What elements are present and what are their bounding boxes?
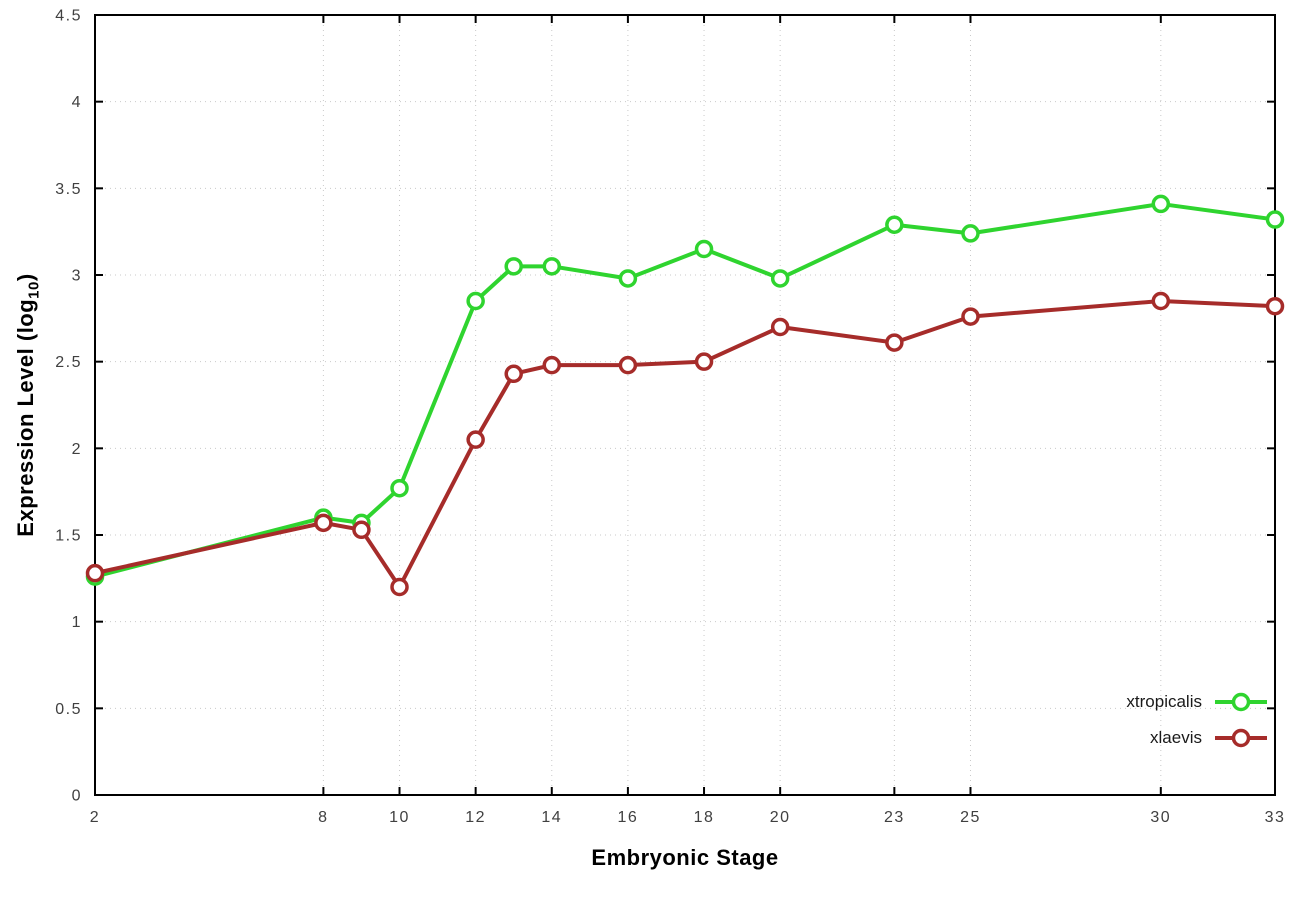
y-axis-label-subscript: 10 xyxy=(25,281,43,299)
y-tick-label: 0.5 xyxy=(55,701,82,718)
data-point-xlaevis xyxy=(390,577,409,597)
x-tick-label: 16 xyxy=(618,809,639,826)
data-point-xlaevis xyxy=(504,364,523,384)
x-axis-label: Embryonic Stage xyxy=(591,845,779,870)
data-point-xlaevis xyxy=(85,563,105,583)
data-point-xlaevis xyxy=(314,513,333,533)
data-point-xlaevis xyxy=(770,317,790,337)
legend-sample-line-icon xyxy=(1215,692,1267,712)
series-line-xlaevis xyxy=(93,299,1277,589)
data-point-xtropicalis xyxy=(618,269,638,288)
data-point-xlaevis xyxy=(466,430,485,449)
y-tick-label: 2 xyxy=(72,441,82,458)
data-point-xlaevis xyxy=(885,333,904,352)
plot-border xyxy=(94,14,1276,796)
data-point-xlaevis xyxy=(694,352,714,371)
x-tick-label: 14 xyxy=(541,809,562,826)
legend-label: xlaevis xyxy=(1150,728,1202,747)
data-point-xtropicalis xyxy=(694,239,714,259)
data-point-xtropicalis xyxy=(390,478,409,498)
y-tick-label: 1.5 xyxy=(55,528,82,545)
series-line-xtropicalis xyxy=(93,201,1277,579)
y-tick-label: 0 xyxy=(72,788,82,805)
data-point-xtropicalis xyxy=(1151,194,1171,214)
x-tick-label: 23 xyxy=(884,809,905,826)
y-tick-label: 4 xyxy=(72,94,82,111)
x-tick-label: 33 xyxy=(1265,809,1286,826)
x-tick-label: 8 xyxy=(318,809,328,826)
y-tick-label: 3.5 xyxy=(55,181,82,198)
y-tick-label: 1 xyxy=(72,614,82,631)
legend-sample-line-icon xyxy=(1215,728,1267,748)
y-tick-label: 3 xyxy=(72,268,82,285)
y-axis-label-text: Expression Level (log xyxy=(13,298,38,537)
x-tick-label: 25 xyxy=(960,809,981,826)
x-tick-label: 2 xyxy=(90,809,100,826)
data-point-xtropicalis xyxy=(542,257,562,276)
y-axis-label: Expression Level (log10) xyxy=(13,15,43,795)
x-tick-label: 10 xyxy=(389,809,410,826)
data-point-xtropicalis xyxy=(885,215,904,234)
data-point-xlaevis xyxy=(1151,291,1171,311)
data-point-xlaevis xyxy=(1265,296,1285,316)
y-tick-label: 2.5 xyxy=(55,354,82,371)
data-point-xtropicalis xyxy=(1265,210,1285,229)
data-point-xtropicalis xyxy=(504,257,523,276)
data-point-xtropicalis xyxy=(466,291,485,311)
legend-item-xtropicalis: xtropicalis xyxy=(1126,690,1270,714)
chart-legend: xtropicalis xlaevis xyxy=(1126,690,1270,750)
data-point-xlaevis xyxy=(352,520,371,540)
x-tick-label: 18 xyxy=(694,809,715,826)
x-tick-label: 30 xyxy=(1150,809,1171,826)
data-point-xlaevis xyxy=(542,355,562,375)
legend-label: xtropicalis xyxy=(1126,692,1202,711)
data-point-xtropicalis xyxy=(770,269,790,288)
x-tick-label: 12 xyxy=(465,809,486,826)
y-axis-label-suffix: ) xyxy=(13,273,38,282)
data-point-xlaevis xyxy=(618,355,638,375)
x-tick-label: 20 xyxy=(770,809,791,826)
y-tick-label: 4.5 xyxy=(55,8,82,25)
data-point-xtropicalis xyxy=(961,224,980,243)
data-point-xlaevis xyxy=(961,307,980,326)
legend-item-xlaevis: xlaevis xyxy=(1150,726,1270,750)
